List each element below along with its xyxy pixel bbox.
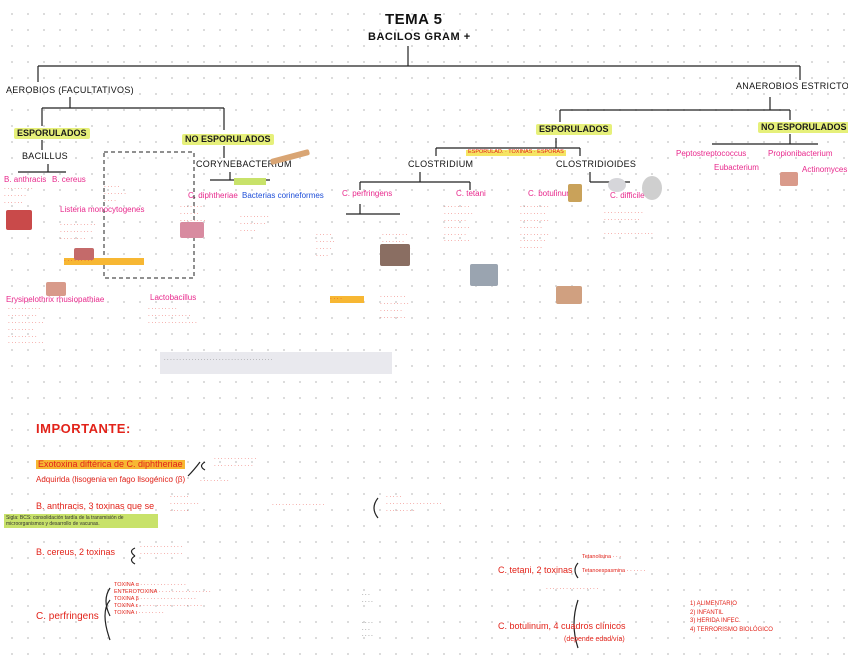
difficile-notes: · · · · · · · · · · · · · · · · · · · · ·… bbox=[604, 210, 653, 237]
c-botulinum-label: C. botulinum bbox=[528, 189, 573, 198]
tetani-toxins-list: Tetanolisina · · · Tetanoespasmina · · ·… bbox=[582, 554, 646, 574]
clostridium-highlight-note: ESPORULAD. · TOXINAS · ESPORAS bbox=[466, 149, 566, 156]
tetani-toxin-1: Tetanoespasmina bbox=[582, 567, 626, 574]
tetani-photo bbox=[470, 264, 498, 286]
bacterias-corineformes-label: Bacterias corineformes bbox=[242, 191, 324, 200]
no-esporulados-left-label: NO ESPORULADOS bbox=[182, 134, 274, 145]
important-line-1: Exotoxina diftérica de C. diphtheriae bbox=[36, 459, 185, 469]
b-cereus-label: B. cereus bbox=[52, 175, 86, 184]
important-line-2: B. anthracis, 3 toxinas que se bbox=[36, 501, 155, 511]
perfringens-photo bbox=[380, 244, 410, 266]
c-tetani-label: C. tetani bbox=[456, 189, 486, 198]
botulinum-cuadro-3: 4) TERRORISMO BIOLÓGICO bbox=[690, 627, 773, 634]
grey-table-strip: · · · · · · · · · · · · · · · · · · · · … bbox=[164, 357, 273, 363]
botulinum-cuadro-1: 2) INFANTIL bbox=[690, 609, 724, 616]
botulinum-cuadro-2: 3) HERIDA INFEC. bbox=[690, 618, 741, 625]
diphtheriae-photo bbox=[180, 222, 204, 238]
diphtheria-detail-2: · · · · · · · · · bbox=[200, 478, 229, 484]
perfringens-toxin-0: TOXINA α bbox=[114, 582, 139, 588]
bacillus-label: BACILLUS bbox=[22, 151, 68, 161]
anthracis-forms: · · · · · · · · · · · · · · · · · · · · ·… bbox=[386, 494, 442, 514]
page-title: TEMA 5 bbox=[385, 11, 443, 28]
cereus-toxins: · · · · · · · · · · · · · · · · · · · · ·… bbox=[140, 544, 183, 557]
anthracis-notes: · · · · · · · · · · · · · · · · · · · · · … bbox=[4, 186, 33, 206]
page-subtitle: BACILOS GRAM + bbox=[368, 31, 471, 43]
important-line-5: C. tetani, 2 toxinas bbox=[498, 565, 573, 575]
listeria-photo bbox=[74, 248, 94, 260]
clostridioides-label: CLOSTRIDIOIDES bbox=[556, 159, 637, 169]
lactobacillus-notes: · · · · · · · · · · · · · · · · · · · · ·… bbox=[148, 306, 197, 326]
listeria-notes: · · · · · · · · · · · · · · · · · · · · ·… bbox=[60, 222, 96, 242]
anthracis-toxin-note: · · · · · · · · · · · · · · · · bbox=[272, 502, 325, 508]
corineformes-green-note bbox=[234, 178, 266, 185]
c-perfringens-label: C. perfringens bbox=[342, 189, 393, 198]
botulinum-cuadro-0: 1) ALIMENTARIO bbox=[690, 601, 737, 607]
corynebacterium-label: CORYNEBACTERIUM bbox=[196, 159, 292, 169]
propionibacterium-photo bbox=[780, 172, 798, 186]
green-note: Sigla: BCS: consolidación tardía de la t… bbox=[4, 514, 158, 528]
anthracis-toxins: · · · · · · · · · · · · · · · · · · · · · bbox=[170, 494, 199, 514]
no-esporulados-right-label: NO ESPORULADOS bbox=[758, 122, 848, 133]
botulinum-photo bbox=[556, 286, 582, 304]
erysipelothrix-notes: · · · · · · · · · · · · · · · · · · · · · … bbox=[8, 306, 44, 347]
botulinum-cuadros-list: 1) ALIMENTARIO 2) INFANTIL 3) HERIDA INF… bbox=[690, 600, 820, 635]
propionibacterium-label: Propionibacterium bbox=[768, 149, 833, 158]
actinomyces-label: Actinomyces bbox=[802, 165, 848, 174]
cereus-notes: · · · · · · · · · · · · · · · · bbox=[104, 184, 126, 204]
listeria-label: Listeria monocytogenes bbox=[60, 205, 145, 214]
erysipelothrix-photo bbox=[46, 282, 66, 296]
important-line-1b: Adquirida (lisogenia en fago lisogénico … bbox=[36, 475, 186, 484]
question-mark-icon bbox=[642, 176, 662, 200]
diphtheria-detail: · · · · · · · · · · · · · · · · · · · · ·… bbox=[214, 456, 257, 469]
listeria-orange-note: · · · · · · · · · bbox=[64, 258, 144, 265]
tetani-extra-note: · · · · · · · · · · · · · · · · bbox=[546, 586, 599, 592]
erysipelothrix-label: Erysipelothrix rhusiopathiae bbox=[6, 295, 105, 304]
perfringens-toxin-4: TOXINA ι bbox=[114, 609, 137, 616]
important-line-4: C. perfringens bbox=[36, 611, 99, 622]
perfringens-toxin-2: TOXINA β bbox=[114, 595, 139, 602]
difficile-bottle-icon bbox=[608, 178, 626, 192]
perfringens-orange-note: · · · · bbox=[330, 296, 364, 303]
perfringens-tipo-a: · · · · · · · bbox=[362, 592, 373, 605]
botulinum-notes: · · · · · · · · · · · · · · · · · · · · · … bbox=[520, 204, 549, 252]
lactobacillus-label: Lactobacillus bbox=[150, 293, 197, 302]
perfringens-toxin-1: ENTEROTOXINA bbox=[114, 588, 157, 595]
perfringens-tipo-b: · · · · · · · · · · · bbox=[362, 620, 373, 639]
esporulados-left-label: ESPORULADOS bbox=[14, 128, 90, 139]
corineformes-notes: · · · · · · · · · · · · · · · · · · · · · … bbox=[240, 214, 269, 234]
perfringens-notes: · · · · · · · · · · · · · · · · · · · · bbox=[316, 232, 335, 259]
perfringens-toxin-3: TOXINA ε bbox=[114, 602, 139, 609]
clostridium-label: CLOSTRIDIUM bbox=[408, 159, 474, 169]
aerobios-label: AEROBIOS (FACULTATIVOS) bbox=[6, 85, 134, 95]
b-anthracis-label: B. anthracis bbox=[4, 175, 47, 184]
peptostreptococcus-label: Peptostreptococcus bbox=[676, 149, 747, 158]
important-line-6b: (depende edad/vía) bbox=[564, 636, 625, 643]
c-difficile-label: C. difficile bbox=[610, 191, 645, 200]
c-diphtheriae-label: C. diphtheriae bbox=[188, 191, 238, 200]
botulinum-can-icon bbox=[568, 184, 582, 202]
important-line-6: C. botulinum, 4 cuadros clínicos bbox=[498, 621, 626, 631]
esporulados-right-label: ESPORULADOS bbox=[536, 124, 612, 135]
anaerobios-label: ANAEROBIOS ESTRICTOS bbox=[736, 81, 848, 91]
important-heading: IMPORTANTE: bbox=[36, 421, 131, 436]
eubacterium-label: Eubacterium bbox=[714, 163, 759, 172]
important-line-3: B. cereus, 2 toxinas bbox=[36, 547, 116, 557]
perfringens-toxins-list: TOXINA α · · · · · · · · · · · · · · ENT… bbox=[114, 582, 211, 616]
tetani-toxin-0: Tetanolisina bbox=[582, 554, 612, 560]
tetani-notes: · · · · · · · · · · · · · · · · · · · · · … bbox=[444, 204, 473, 245]
anthracis-photo bbox=[6, 210, 32, 230]
perfringens-notes-3: · · · · · · · · · · · · · · · · · · · · · … bbox=[380, 294, 409, 321]
